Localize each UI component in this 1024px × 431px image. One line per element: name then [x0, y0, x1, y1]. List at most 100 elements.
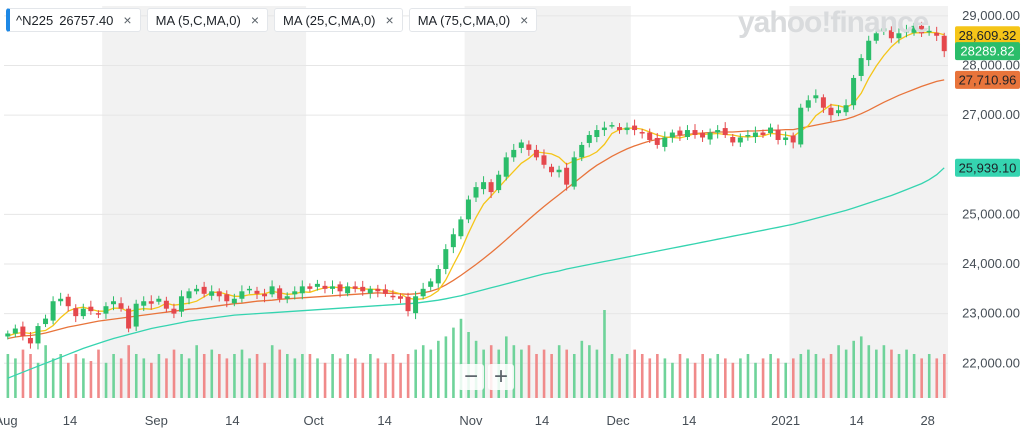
volume-bar [406, 354, 410, 398]
volume-bar [746, 354, 750, 398]
candle-body [43, 318, 49, 325]
candle-body [239, 291, 245, 299]
volume-bar [829, 354, 833, 398]
legend-chip-n225[interactable]: ^N225 26757.40 × [6, 8, 141, 32]
volume-bar [82, 358, 85, 398]
candle-body [314, 283, 320, 287]
ma75-line [7, 167, 945, 379]
candle-body [224, 294, 230, 302]
close-icon[interactable]: × [123, 12, 132, 28]
x-tick-label: Oct [303, 413, 324, 428]
volume-bar [912, 354, 916, 398]
candle-body [775, 129, 781, 140]
legend-chip-ma25[interactable]: MA (25,C,MA,0) × [274, 8, 403, 32]
legend-chip-ma75[interactable]: MA (75,C,MA,0) × [408, 8, 538, 32]
candle-body [760, 132, 766, 136]
volume-bar [255, 354, 259, 398]
volume-bar [36, 362, 40, 398]
candle-body [609, 125, 615, 127]
volume-bar [935, 358, 939, 398]
x-tick-label: 14 [849, 413, 863, 428]
close-icon[interactable]: × [520, 12, 529, 28]
candle-body [745, 135, 751, 137]
volume-bar [784, 362, 788, 398]
candle-body [722, 128, 728, 136]
candle-body [330, 286, 336, 289]
volume-bar [535, 354, 538, 398]
candle-body [632, 125, 638, 131]
volume-bar [263, 362, 266, 398]
volume-bar [943, 354, 946, 398]
candle-body [805, 100, 811, 108]
candle-body [95, 313, 101, 315]
x-tick-label: 28 [920, 413, 934, 428]
candle-body [375, 288, 381, 292]
volume-bar [731, 362, 735, 398]
candle-body [843, 105, 849, 113]
candle-body [337, 284, 343, 292]
volume-bar [520, 349, 523, 398]
volume-bar [369, 354, 372, 398]
candle-body [12, 328, 18, 334]
candle-body [262, 293, 268, 297]
candle-body [707, 132, 713, 140]
volume-bar [580, 340, 584, 398]
volume-bar [527, 345, 531, 398]
volume-bar [572, 354, 576, 398]
volume-bar [761, 358, 765, 398]
candle-body [254, 290, 260, 294]
x-tick-label: 14 [63, 413, 77, 428]
volume-bar [66, 362, 70, 398]
candle-body [639, 132, 645, 134]
y-tick-label: 29,000.00 [962, 8, 1020, 23]
candle-body [390, 295, 396, 298]
candle-body [571, 157, 577, 187]
close-icon[interactable]: × [250, 12, 260, 28]
volume-bar [542, 349, 546, 398]
volume-bar [716, 354, 720, 398]
x-tick-label: 14 [535, 413, 549, 428]
close-icon[interactable]: × [385, 12, 394, 28]
candle-body [5, 333, 11, 337]
volume-bar [444, 336, 448, 398]
volume-bar [905, 349, 908, 398]
candle-body [783, 137, 789, 140]
volume-bar [625, 354, 629, 398]
legend-label: MA (25,C,MA,0) [283, 12, 376, 28]
candle-body [518, 142, 524, 148]
legend-chip-ma5[interactable]: MA (5,C,MA,0) × [146, 8, 269, 32]
candle-body [80, 308, 86, 317]
volume-bar [195, 345, 198, 398]
volume-bar [233, 354, 236, 398]
candle-body [216, 291, 222, 297]
candle-body [790, 135, 796, 143]
volume-bar [225, 358, 229, 398]
candle-body [382, 289, 388, 294]
x-tick-label: 14 [682, 413, 696, 428]
price-tag-label: 28,609.32 [959, 28, 1017, 43]
candle-body [647, 132, 653, 140]
zoom-out-button[interactable]: − [458, 363, 484, 390]
candle-body [171, 308, 177, 314]
candle-body [616, 127, 622, 131]
candle-body [828, 107, 834, 116]
volume-bar [21, 349, 25, 398]
price-tag [955, 26, 1020, 45]
volume-bar [127, 345, 131, 398]
volume-bar [165, 358, 168, 398]
candle-body [284, 296, 290, 299]
volume-bar [550, 354, 553, 398]
volume-bar [59, 354, 63, 398]
candle-body [926, 30, 932, 33]
zoom-in-button[interactable]: + [488, 363, 514, 390]
volume-bar [814, 354, 818, 398]
ma5-line [7, 31, 945, 337]
volume-bar [316, 358, 319, 398]
candle-body [737, 137, 743, 143]
volume-bar [421, 345, 425, 398]
volume-bar [618, 358, 621, 398]
candle-body [851, 77, 857, 106]
volume-bar [588, 345, 591, 398]
price-tag [955, 70, 1020, 89]
